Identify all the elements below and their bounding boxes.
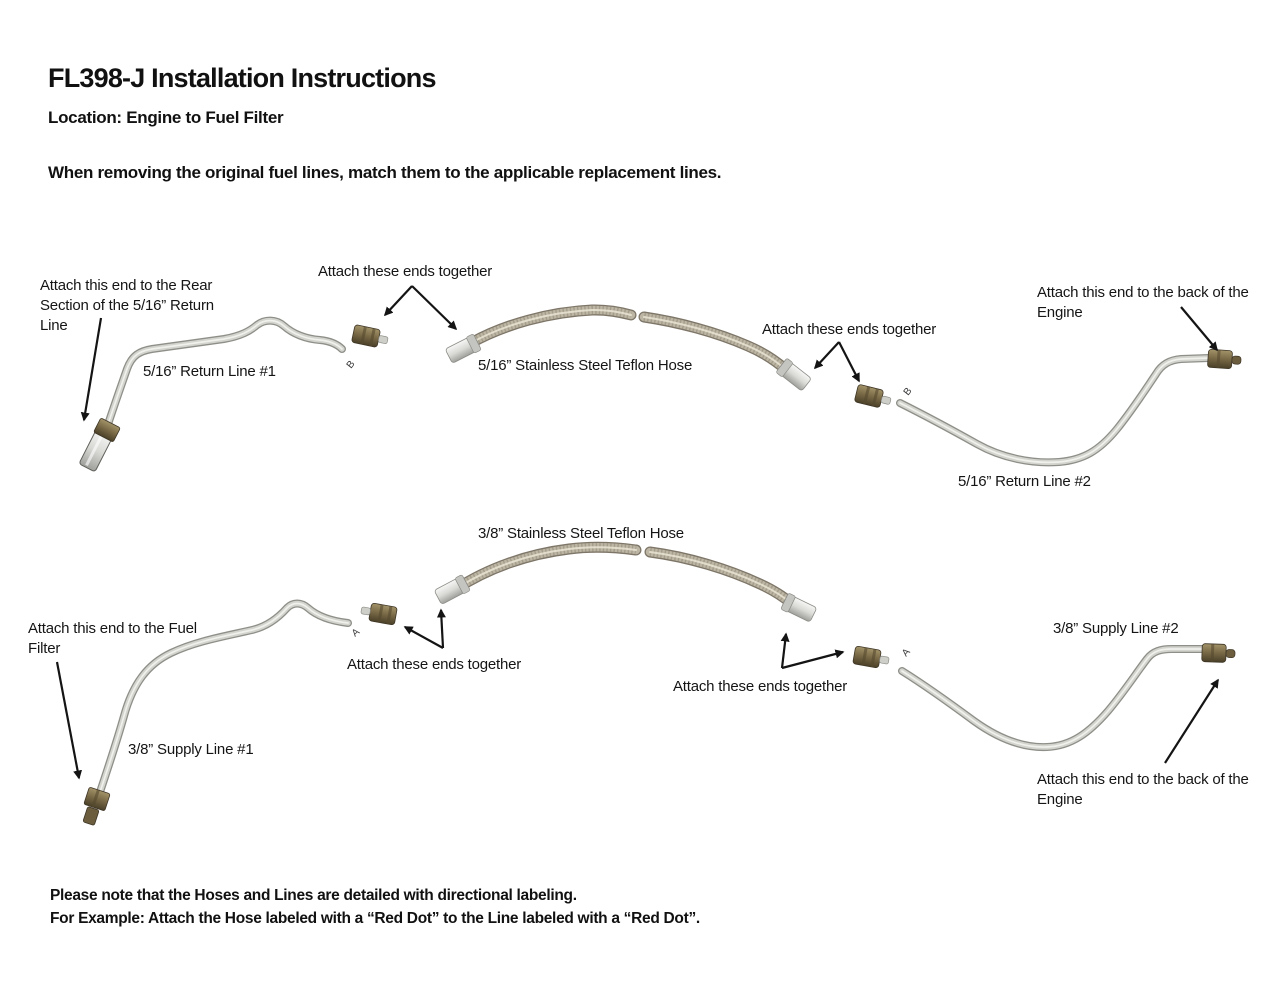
supply-line-1-flare-nut	[83, 787, 111, 811]
hose-end-fitting	[776, 358, 811, 391]
arrow-attach-br-2	[781, 649, 845, 670]
page-title: FL398-J Installation Instructions	[48, 63, 436, 93]
arrow-attach-bl-2	[403, 626, 444, 649]
label-attach-ends-bottom-right: Attach these ends together	[673, 678, 848, 695]
label-attach-engine-top: Attach this end to the back of the Engin…	[1037, 284, 1249, 321]
label-attach-engine-bottom: Attach this end to the back of the Engin…	[1037, 771, 1249, 808]
arrow-attach-left-2	[411, 285, 458, 331]
arrow-to-engine-end-top	[1180, 306, 1218, 352]
label-attach-rear-section: Attach this end to the Rear Section of t…	[40, 277, 214, 334]
return-line-2-engine-fitting	[1207, 348, 1242, 370]
return-line-1-tube	[101, 321, 342, 446]
supply-line-1-end-tip	[82, 806, 100, 826]
supply-line-2-engine-fitting	[1201, 643, 1236, 663]
joint-marker-a: A	[900, 646, 913, 659]
return-line-1-flare-nut	[93, 418, 121, 442]
arrow-to-rear-section-end	[80, 317, 103, 422]
label-return-line-1: 5/16” Return Line #1	[143, 363, 276, 380]
label-hose-bottom: 3/8” Stainless Steel Teflon Hose	[478, 525, 684, 542]
label-supply-line-1: 3/8” Supply Line #1	[128, 741, 254, 758]
label-hose-top: 5/16” Stainless Steel Teflon Hose	[478, 357, 693, 374]
supply-line-2-tube	[902, 649, 1203, 747]
joint-marker-b: B	[902, 386, 915, 398]
label-attach-ends-top-right: Attach these ends together	[762, 321, 937, 338]
arrow-attach-right-2	[838, 341, 860, 383]
location-subtitle: Location: Engine to Fuel Filter	[48, 108, 284, 127]
label-attach-ends-bottom-left: Attach these ends together	[347, 656, 522, 673]
hose-end-fitting	[434, 574, 470, 604]
label-supply-line-2: 3/8” Supply Line #2	[1053, 620, 1179, 637]
joint-marker-a: A	[350, 626, 362, 639]
bottom-right-joint-brass-fitting	[852, 645, 890, 669]
arrow-to-fuel-filter-end	[55, 661, 83, 780]
label-attach-fuel-filter: Attach this end to the Fuel Filter	[28, 620, 197, 657]
arrow-to-engine-end-bottom	[1164, 678, 1219, 764]
intro-instruction: When removing the original fuel lines, m…	[48, 163, 722, 182]
joint-marker-b: B	[345, 359, 358, 371]
hose-end-fitting	[780, 593, 817, 622]
top-right-joint-brass-fitting	[854, 384, 892, 408]
arrow-attach-right-1	[813, 341, 840, 370]
arrow-attach-br-1	[780, 632, 790, 669]
footer-note: Please note that the Hoses and Lines are…	[50, 884, 700, 930]
footer-note-line-2: For Example: Attach the Hose labeled wit…	[50, 910, 700, 927]
bottom-left-joint-brass-fitting	[360, 602, 398, 626]
footer-note-line-1: Please note that the Hoses and Lines are…	[50, 887, 577, 904]
arrow-attach-left-1	[383, 285, 413, 317]
label-return-line-2: 5/16” Return Line #2	[958, 473, 1091, 490]
arrow-attach-bl-1	[436, 608, 446, 649]
label-attach-ends-top-left: Attach these ends together	[318, 263, 493, 280]
top-left-joint-brass-fitting	[351, 324, 389, 348]
teflon-hose-bottom	[456, 547, 792, 604]
return-line-2-tube	[900, 358, 1209, 462]
hose-end-fitting	[445, 334, 482, 363]
